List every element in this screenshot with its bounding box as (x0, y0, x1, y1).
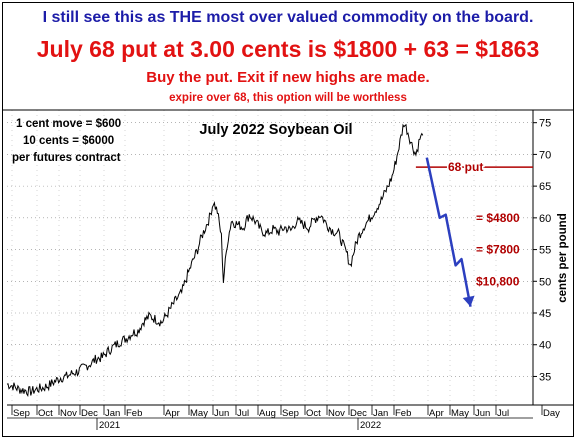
x-tick-label: Jan (105, 408, 120, 419)
x-tick-label: Dec (350, 408, 367, 419)
x-tick-label: Nov (60, 408, 77, 419)
x-tick-label: Jun (475, 408, 490, 419)
y-axis-label: cents per pound (557, 213, 569, 302)
annotation-label: 68 put (448, 160, 483, 174)
chart-title: July 2022 Soybean Oil (199, 122, 352, 138)
y-tick-label: 70 (539, 149, 551, 161)
x-tick-label: May (451, 408, 469, 419)
y-tick-label: 50 (539, 276, 551, 288)
x-tick-label: Nov (328, 408, 345, 419)
projection-arrow (425, 157, 475, 307)
x-tick-label: Feb (126, 408, 142, 419)
x-tick-label: Jan (373, 408, 388, 419)
annotation-label: $10,800 (476, 274, 520, 288)
price-chart: 35 40 45 50 55 60 65 70 75 Sep Oct Nov Dec Jan Feb Apr M… (3, 109, 573, 431)
y-tick-label: 35 (539, 371, 551, 383)
annotation-label: = $4800 (476, 211, 520, 225)
y-tick-label: 65 (539, 181, 551, 193)
x-tick-label: Day (543, 408, 560, 419)
y-tick-label: 60 (539, 213, 551, 225)
axes: 35 40 45 50 55 60 65 70 75 Sep Oct Nov Dec Jan Feb Apr M… (3, 109, 573, 431)
contract-note-1: 1 cent move = $600 (16, 118, 121, 130)
year-label: 2021 (99, 420, 120, 431)
y-tick-label: 40 (539, 340, 551, 352)
arrow-head (462, 295, 475, 307)
x-tick-label: May (190, 408, 208, 419)
x-tick-label: Sep (282, 408, 299, 419)
x-tick-label: Apr (429, 408, 444, 419)
annotations: 68 put = $4800 = $7800 $10,800 (415, 159, 533, 288)
headline-expiry-note: expire over 68, this option will be wort… (169, 92, 407, 104)
y-tick-label: 45 (539, 308, 551, 320)
contract-note-2: 10 cents = $6000 (23, 135, 114, 147)
contract-note-3: per futures contract (12, 152, 121, 164)
x-tick-label: Dec (81, 408, 98, 419)
x-tick-label: Oct (306, 408, 321, 419)
price-series (6, 123, 424, 398)
annotation-label: = $7800 (476, 243, 520, 257)
x-tick-label: Sep (13, 408, 30, 419)
price-line (6, 123, 424, 398)
x-tick-label: Oct (38, 408, 53, 419)
x-tick-label: Jun (214, 408, 229, 419)
headline-opinion: I still see this as THE most over valued… (42, 9, 534, 26)
headline-instruction: Buy the put. Exit if new highs are made. (146, 69, 430, 86)
y-tick-label: 75 (539, 118, 551, 130)
x-tick-label: Jul (237, 408, 249, 419)
x-tick-label: Aug (259, 408, 276, 419)
x-tick-label: Jul (497, 408, 509, 419)
grid-lines (7, 110, 533, 405)
x-tick-label: Feb (395, 408, 411, 419)
year-label: 2022 (360, 420, 381, 431)
y-tick-label: 55 (539, 245, 551, 257)
headline-put-cost: July 68 put at 3.00 cents is $1800 + 63 … (36, 36, 540, 62)
x-tick-label: Apr (165, 408, 180, 419)
projection-line (425, 157, 472, 307)
